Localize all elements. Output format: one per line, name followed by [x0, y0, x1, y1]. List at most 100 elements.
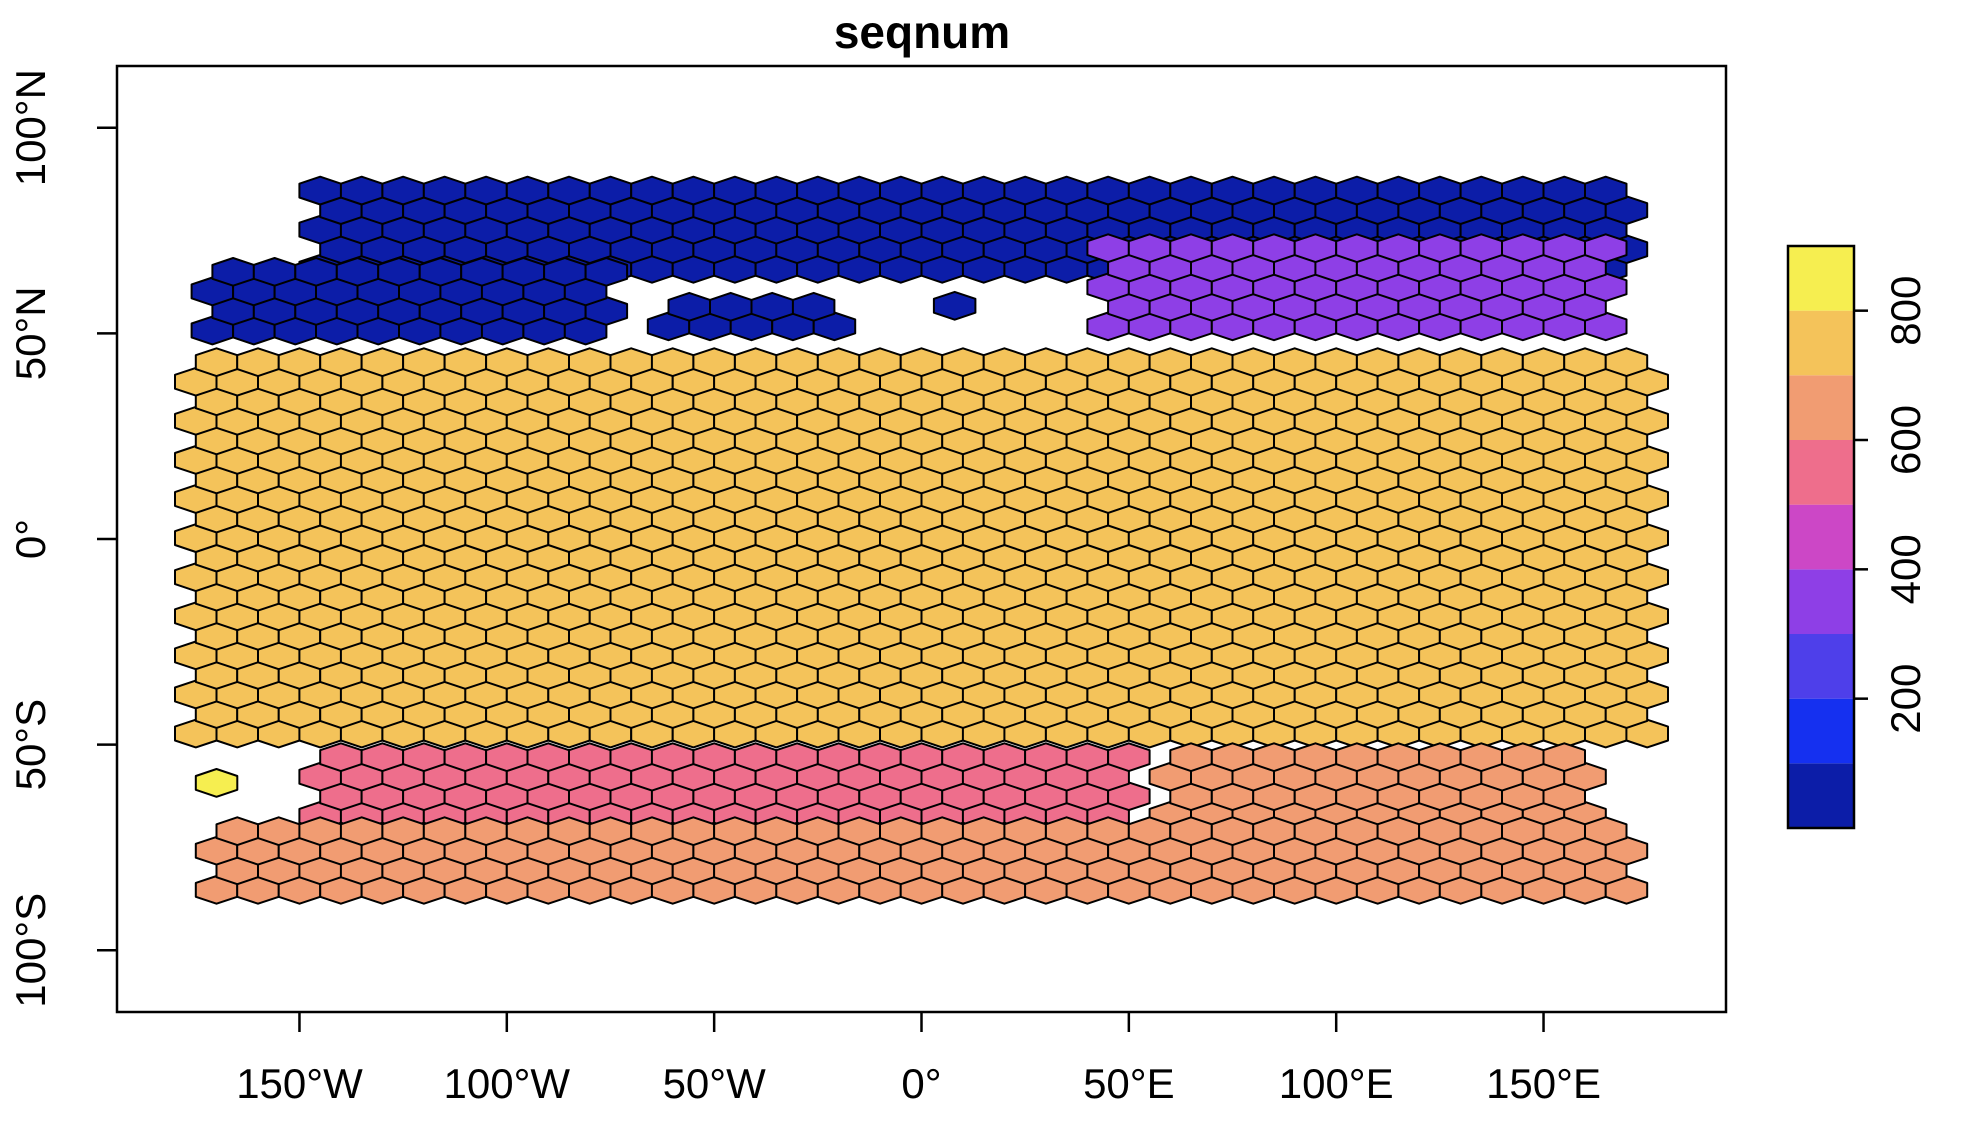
- map-cell: [1210, 233, 1255, 264]
- map-cell: [1293, 233, 1338, 264]
- map-cell: [1355, 347, 1400, 378]
- map-cell: [1542, 175, 1586, 206]
- x-tick-label: 150°W: [236, 1060, 363, 1107]
- map-cell: [294, 257, 338, 287]
- map-cell: [1252, 742, 1296, 773]
- map-cell: [360, 347, 405, 378]
- map-cell: [1252, 175, 1296, 206]
- chart-title: seqnum: [834, 6, 1010, 58]
- map-cell: [1542, 816, 1586, 847]
- map-cell: [1252, 233, 1296, 264]
- legend-tick-label: 200: [1882, 664, 1929, 734]
- map-cell: [1563, 347, 1607, 378]
- map-cell: [796, 175, 840, 206]
- map-cell: [1459, 742, 1504, 773]
- map-cell: [692, 742, 736, 773]
- map-cell: [1521, 347, 1566, 378]
- map-cell: [543, 257, 587, 287]
- map-cell: [1418, 742, 1462, 773]
- map-cell: [1542, 233, 1586, 264]
- map-cell: [381, 816, 425, 847]
- map-cell: [858, 347, 902, 378]
- map-cell: [1231, 347, 1275, 378]
- map-cell: [1086, 175, 1130, 206]
- y-axis: 100°N 50°N 0° 50°S 100°S: [7, 69, 117, 1008]
- map-cell: [402, 742, 446, 773]
- map-cell: [1542, 742, 1586, 773]
- map-cell: [941, 742, 985, 773]
- map-cell: [298, 816, 342, 847]
- map-cell: [464, 175, 508, 206]
- map-cell: [485, 347, 529, 378]
- map-cell: [713, 175, 757, 206]
- map-cell: [319, 347, 363, 378]
- region-north-cells-mid-blue: [646, 291, 857, 342]
- map-cell: [609, 347, 653, 378]
- map-cell: [1335, 742, 1379, 773]
- legend-color-bin: [1788, 310, 1854, 376]
- map-cell: [671, 816, 716, 847]
- x-tick-label: 100°W: [444, 1060, 571, 1107]
- map-cell: [1584, 816, 1628, 847]
- map-cell: [1314, 347, 1358, 378]
- map-cell: [1003, 816, 1047, 847]
- map-cell: [1397, 347, 1441, 378]
- map-cell: [1418, 816, 1462, 847]
- map-cell: [1335, 233, 1379, 264]
- map-cell: [754, 175, 799, 206]
- y-tick-label: 50°N: [7, 286, 54, 380]
- map-cell: [1065, 742, 1110, 773]
- map-cell: [1459, 816, 1504, 847]
- map-cell: [775, 742, 819, 773]
- map-cell: [858, 742, 902, 773]
- map-cell: [709, 291, 753, 322]
- map-cell: [1044, 816, 1089, 847]
- legend-color-bin: [1788, 375, 1854, 440]
- map-cell: [1190, 347, 1234, 378]
- map-cell: [547, 816, 591, 847]
- x-tick-label: 150°E: [1486, 1060, 1601, 1107]
- map-cell: [526, 347, 570, 378]
- map-cell: [1024, 347, 1068, 378]
- map-cell: [1169, 816, 1213, 847]
- map-cell: [667, 291, 711, 322]
- map-cell: [1044, 175, 1089, 206]
- region-north-east-purple: [1086, 233, 1628, 342]
- map-cell: [920, 175, 964, 206]
- map-cell: [1501, 175, 1545, 206]
- map-cell: [754, 816, 799, 847]
- map-cell: [1107, 347, 1151, 378]
- x-tick-label: 50°W: [663, 1060, 767, 1107]
- map-cell: [1107, 742, 1151, 773]
- map-cell: [650, 742, 695, 773]
- map-cell: [982, 742, 1027, 773]
- map-cell: [750, 291, 794, 322]
- map-cell: [899, 742, 944, 773]
- map-cell: [211, 257, 255, 287]
- map-cell: [1210, 816, 1255, 847]
- y-tick-label: 0°: [7, 519, 54, 559]
- legend-color-bin: [1788, 763, 1854, 828]
- region-south-orange: [1148, 742, 1607, 831]
- map-cell: [381, 175, 425, 206]
- map-cell: [1003, 175, 1047, 206]
- map-cell: [339, 175, 384, 206]
- map-cell: [982, 347, 1027, 378]
- map-cell: [215, 816, 259, 847]
- legend-color-bin: [1788, 569, 1854, 634]
- legend-frame: [1786, 244, 1856, 830]
- map-cell: [1335, 175, 1379, 206]
- map-cell: [1169, 233, 1213, 264]
- map-cell: [1065, 347, 1110, 378]
- map-cell: [588, 175, 633, 206]
- y-tick-label: 100°S: [7, 893, 54, 1008]
- map-cell: [485, 742, 529, 773]
- map-cell: [1252, 816, 1296, 847]
- map-cell: [584, 257, 629, 287]
- map-cell: [377, 257, 421, 287]
- map-cell: [1376, 816, 1421, 847]
- map-cell: [1273, 347, 1317, 378]
- y-tick-label: 50°S: [7, 699, 54, 791]
- map-cell: [1501, 816, 1545, 847]
- map-cell: [422, 816, 467, 847]
